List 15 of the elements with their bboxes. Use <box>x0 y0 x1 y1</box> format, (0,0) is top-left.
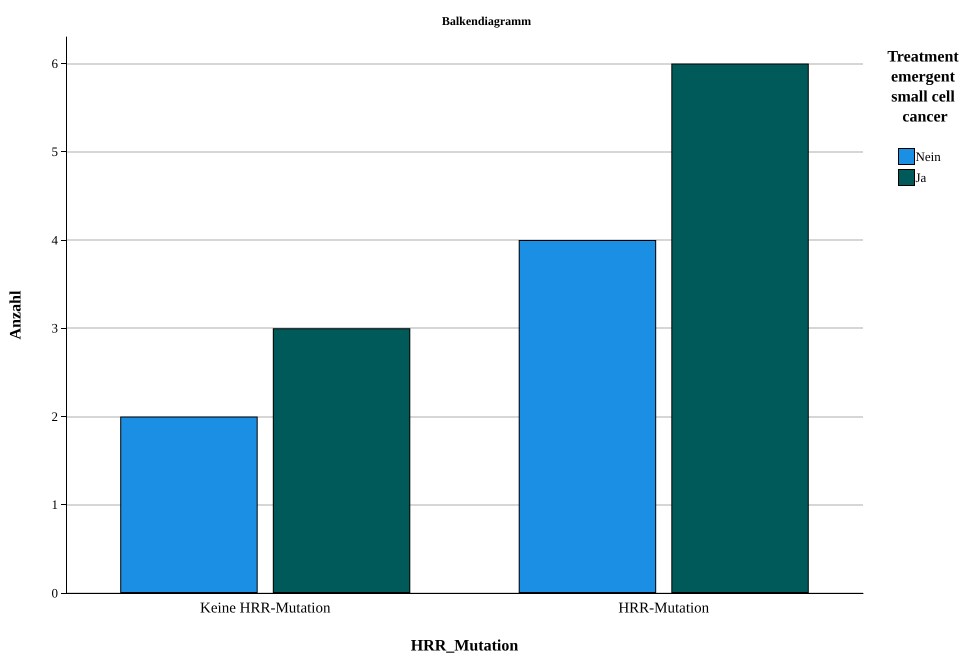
x-axis-title: HRR_Mutation <box>410 638 518 654</box>
y-tick-label: 2 <box>52 408 58 424</box>
y-axis-title: Anzahl <box>8 290 24 340</box>
y-tick-label: 5 <box>52 144 58 160</box>
y-tick-label: 1 <box>52 497 58 512</box>
y-tick-label: 4 <box>52 232 58 248</box>
y-tick-label: 3 <box>52 320 58 336</box>
legend-label: Ja <box>916 170 927 185</box>
legend-title: Treatment emergent small cell cancer <box>887 48 963 126</box>
y-tick-label: 6 <box>52 56 58 71</box>
legend-label: Nein <box>916 149 942 164</box>
x-tick-label: HRR-Mutation <box>618 600 710 616</box>
chart-title: Balkendiagramm <box>442 14 532 28</box>
y-tick-label: 0 <box>52 586 58 600</box>
x-tick-label: Keine HRR-Mutation <box>200 600 331 616</box>
